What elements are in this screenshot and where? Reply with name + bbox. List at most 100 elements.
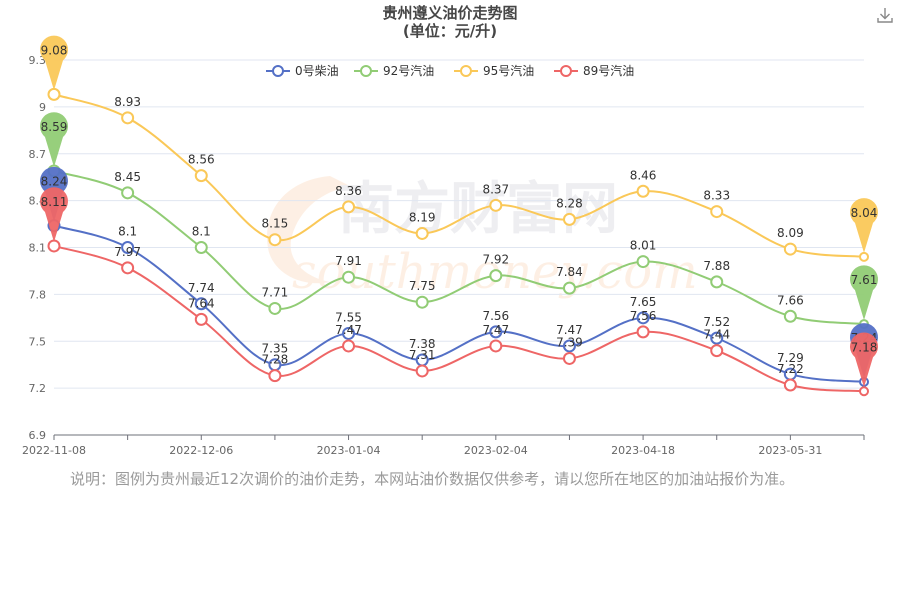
legend[interactable]: 0号柴油 92号汽油 95号汽油 89号汽油	[266, 63, 634, 78]
chart-note: 说明：图例为贵州最近12次调价的油价走势，本网站油价数据仅供参考，请以您所在地区…	[70, 470, 795, 488]
data-point[interactable]	[783, 309, 797, 323]
data-label: 7.74	[188, 281, 215, 295]
data-point[interactable]	[121, 111, 135, 125]
legend-symbol	[360, 65, 372, 77]
data-point[interactable]	[121, 261, 135, 275]
pin-shape	[39, 187, 68, 242]
pin-value: 9.08	[41, 43, 68, 57]
data-point[interactable]	[268, 301, 282, 315]
data-point[interactable]	[489, 198, 503, 212]
pin-shape	[850, 265, 878, 321]
data-point[interactable]	[636, 184, 650, 198]
data-point[interactable]	[562, 339, 576, 353]
data-label: 7.56	[482, 309, 509, 323]
pin-marker[interactable]: 8.59	[39, 112, 68, 167]
data-label: 7.92	[482, 253, 509, 267]
watermark-cn: 南方财富网	[338, 176, 618, 242]
data-point[interactable]	[636, 325, 650, 339]
data-point[interactable]	[194, 169, 208, 183]
download-icon[interactable]	[876, 6, 894, 24]
legend-item[interactable]: 95号汽油	[454, 63, 534, 78]
data-point[interactable]	[562, 281, 576, 295]
data-point[interactable]	[194, 241, 208, 254]
data-point[interactable]	[562, 212, 576, 226]
data-point[interactable]	[342, 326, 356, 340]
pin-shape	[850, 198, 878, 253]
data-point[interactable]	[489, 269, 503, 283]
pin-marker[interactable]: 8.04	[850, 198, 878, 253]
pin-value: 7.18	[851, 340, 878, 354]
pin-value: 8.11	[41, 195, 68, 209]
data-label: 8.45	[114, 170, 141, 184]
data-point[interactable]	[342, 200, 356, 214]
data-point[interactable]	[859, 251, 869, 262]
data-label: 7.47	[482, 323, 509, 337]
data-point[interactable]	[636, 255, 650, 269]
data-point[interactable]	[268, 233, 282, 247]
data-point[interactable]	[562, 351, 576, 365]
y-tick-label: 8.1	[29, 242, 47, 255]
data-label: 7.29	[777, 351, 804, 365]
y-tick-label: 6.9	[29, 429, 47, 442]
data-label: 7.35	[262, 342, 289, 356]
data-point[interactable]	[710, 205, 724, 219]
data-label: 7.44	[703, 328, 730, 342]
data-label: 7.65	[630, 295, 657, 309]
data-point[interactable]	[342, 270, 356, 284]
y-tick-label: 7.5	[29, 335, 47, 348]
data-point[interactable]	[268, 369, 282, 383]
data-label: 7.39	[556, 335, 583, 349]
data-label: 8.15	[262, 217, 289, 231]
data-point[interactable]	[783, 378, 797, 392]
data-point[interactable]	[710, 275, 724, 289]
watermark: 南方财富网 southmoney.com	[267, 176, 698, 300]
pin-shape	[39, 35, 68, 91]
pin-marker[interactable]: 9.08	[39, 35, 68, 91]
pin-value: 7.61	[851, 273, 878, 287]
data-point[interactable]	[489, 325, 503, 339]
pin-marker[interactable]: 8.11	[39, 187, 68, 242]
data-point[interactable]	[489, 339, 503, 353]
legend-label: 95号汽油	[483, 63, 534, 78]
data-point[interactable]	[121, 241, 135, 254]
pin-marker[interactable]: 7.61	[850, 265, 878, 321]
data-label: 7.31	[409, 348, 436, 362]
data-point[interactable]	[415, 226, 429, 240]
legend-item[interactable]: 92号汽油	[354, 63, 434, 78]
legend-symbol	[460, 65, 472, 77]
data-label: 7.47	[335, 323, 362, 337]
x-tick-label: 2023-02-04	[464, 444, 528, 457]
x-tick-label: 2023-05-31	[758, 444, 822, 457]
data-point[interactable]	[194, 312, 208, 326]
pin-marker[interactable]: 7.18	[850, 332, 878, 388]
data-point[interactable]	[121, 186, 135, 200]
data-labels: 8.17.747.357.557.387.567.477.657.527.298…	[114, 95, 803, 376]
data-point[interactable]	[710, 344, 724, 358]
pin-value: 8.59	[41, 120, 68, 134]
data-point[interactable]	[47, 239, 61, 253]
data-point[interactable]	[415, 295, 429, 309]
chart-svg: 南方财富网 southmoney.com 6.97.27.57.88.18.48…	[22, 35, 878, 457]
pin-value: 8.24	[41, 175, 68, 189]
data-point[interactable]	[710, 331, 724, 345]
data-point[interactable]	[194, 297, 208, 311]
data-point[interactable]	[47, 87, 61, 101]
data-label: 8.36	[335, 184, 362, 198]
y-tick-label: 8.7	[29, 148, 47, 161]
data-point[interactable]	[415, 364, 429, 378]
data-point[interactable]	[342, 339, 356, 353]
data-label: 8.19	[409, 210, 436, 224]
data-label: 7.97	[114, 245, 141, 259]
data-point[interactable]	[859, 386, 869, 397]
legend-label: 89号汽油	[583, 63, 634, 78]
data-point[interactable]	[783, 242, 797, 256]
legend-item[interactable]: 0号柴油	[266, 64, 339, 78]
data-label: 7.22	[777, 362, 804, 376]
data-label: 7.47	[556, 323, 583, 337]
data-label: 8.93	[114, 95, 141, 109]
data-point[interactable]	[636, 311, 650, 325]
data-label: 7.71	[262, 285, 289, 299]
legend-item[interactable]: 89号汽油	[554, 63, 634, 78]
data-label: 8.01	[630, 239, 657, 253]
